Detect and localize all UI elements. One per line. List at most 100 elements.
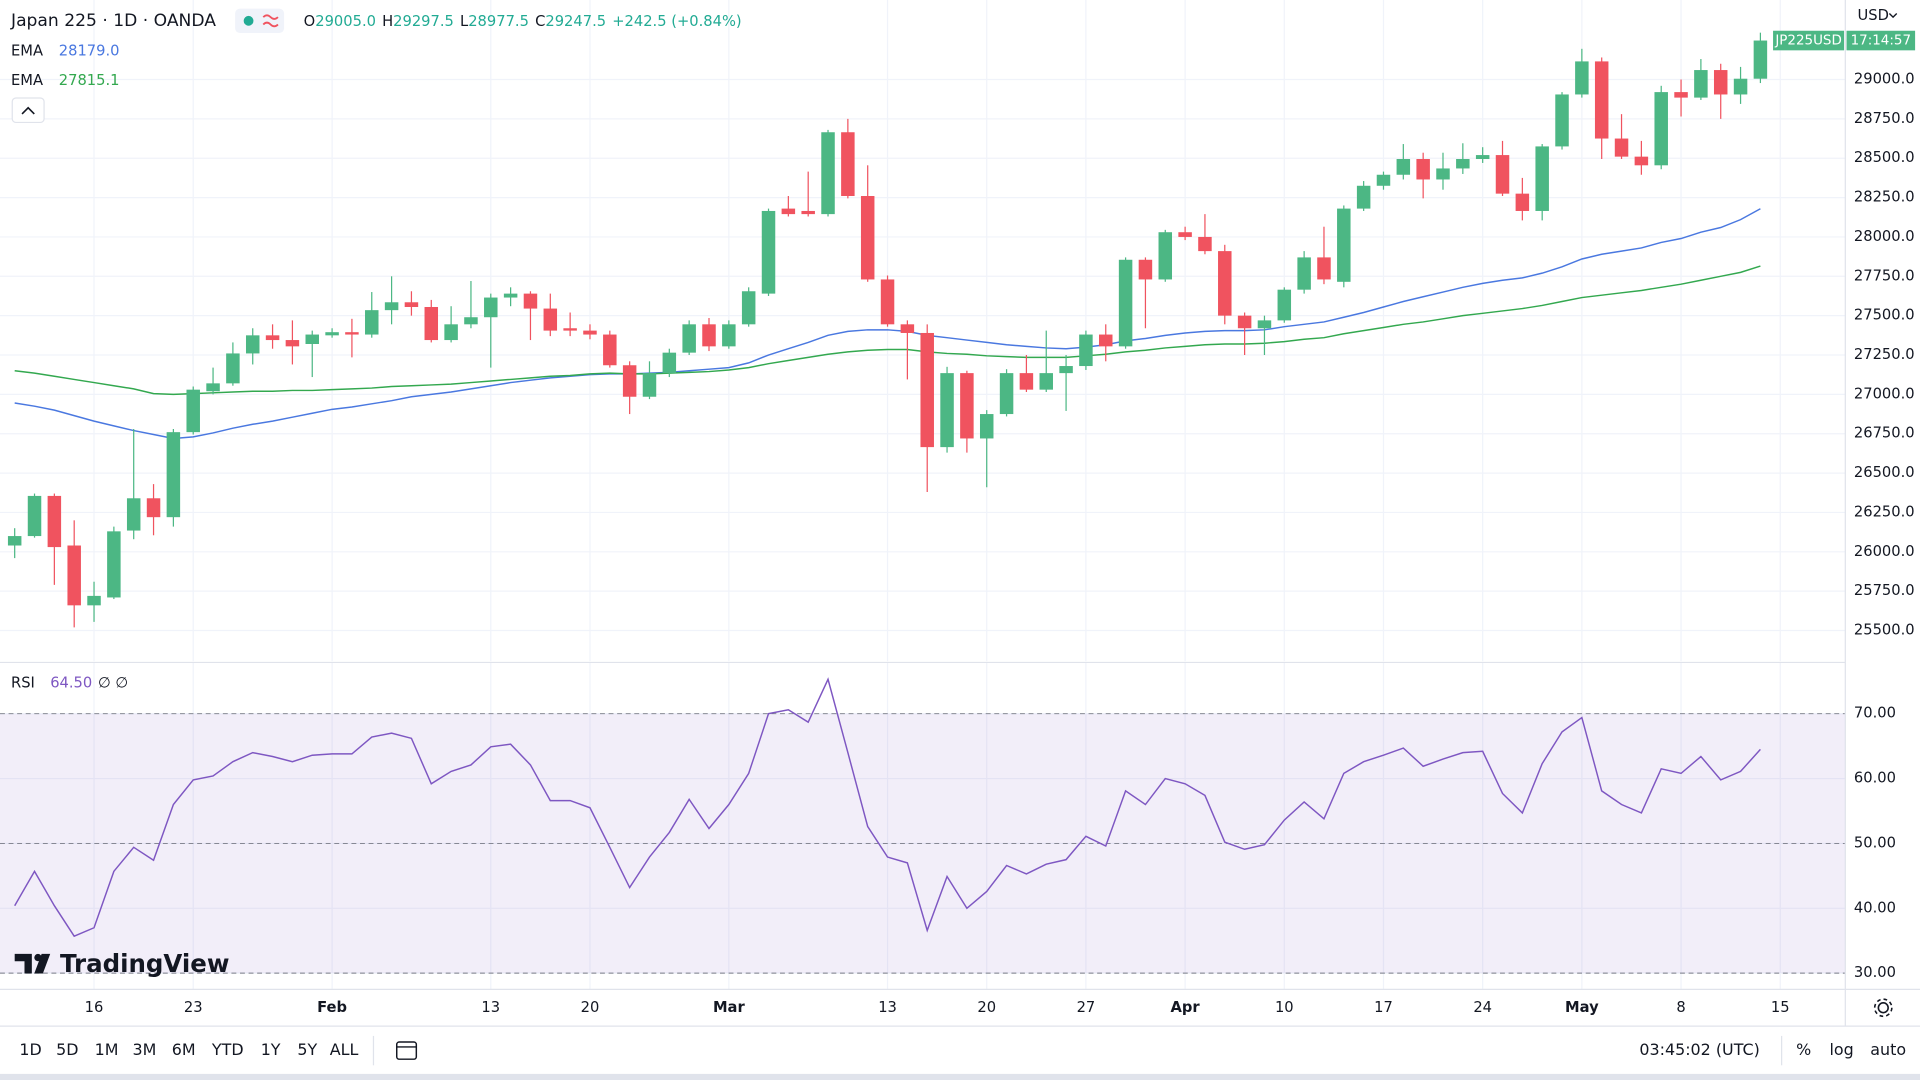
candle-body [7, 536, 22, 546]
countdown-bg [1846, 30, 1916, 51]
ohlc-key: C [535, 13, 545, 30]
candle-body [761, 210, 776, 294]
candle-body [781, 208, 796, 215]
candle-body [1158, 232, 1173, 280]
y-tick-label: 28750.0 [1854, 110, 1915, 127]
range-button[interactable]: 1Y [261, 1040, 281, 1059]
candle-body [1277, 289, 1292, 321]
candle-body [821, 132, 835, 215]
x-tick-label: Mar [713, 999, 746, 1016]
chevron-up [21, 106, 35, 115]
y-tick-label: 27500.0 [1854, 307, 1915, 324]
candle-body [47, 495, 62, 548]
market-open-dot [243, 15, 254, 26]
candle-body [1436, 168, 1450, 180]
candle-body [305, 334, 319, 344]
y-tick-label: 29000.0 [1854, 71, 1915, 88]
x-tick-label: 15 [1771, 999, 1790, 1016]
ema-name: EMA [11, 72, 43, 89]
candle-body [1237, 315, 1252, 329]
candle-body [1694, 70, 1708, 98]
candle-body [1733, 78, 1748, 95]
candle-body [1535, 146, 1549, 211]
candle-body [960, 373, 974, 439]
range-button[interactable]: 3M [133, 1040, 157, 1059]
candle-body [424, 306, 439, 341]
candle-body [226, 353, 240, 384]
candle-body [1317, 257, 1331, 280]
currency[interactable]: USD [1858, 7, 1889, 24]
candle-body [345, 332, 359, 335]
symbol-title[interactable]: Japan 225 · 1D · OANDA [10, 11, 216, 31]
candle-body [940, 373, 954, 448]
scale-option[interactable]: log [1830, 1040, 1854, 1059]
brand: TradingView [60, 949, 230, 978]
y-tick-label: 26250.0 [1854, 503, 1915, 520]
x-tick-label: Apr [1171, 999, 1201, 1016]
candle-body [1059, 366, 1073, 374]
range-button[interactable]: ALL [330, 1040, 359, 1059]
candle-body [642, 373, 657, 397]
rsi-tick-label: 60.00 [1854, 770, 1896, 787]
candle-body [285, 340, 300, 347]
candle-body [1337, 208, 1351, 282]
x-tick-label: 16 [85, 999, 104, 1016]
candle-body [543, 308, 558, 331]
rsi-line [14, 677, 1761, 938]
x-tick-label: 20 [977, 999, 996, 1016]
candle-body [1713, 70, 1728, 95]
candle-body [1495, 155, 1510, 194]
y-tick-label: 25500.0 [1854, 622, 1915, 639]
ohlc-key: O [304, 13, 316, 30]
range-button[interactable]: 5Y [297, 1040, 317, 1059]
symbol-tag-bg [1773, 30, 1845, 51]
candle-body [999, 373, 1014, 415]
candle-body [841, 132, 855, 197]
x-tick-label: Feb [317, 999, 347, 1016]
range-button[interactable]: YTD [211, 1040, 244, 1059]
candle-body [365, 310, 379, 335]
y-tick-label: 26500.0 [1854, 464, 1915, 481]
candle-body [1099, 334, 1113, 347]
gear-teeth [1873, 998, 1893, 1018]
scale-option[interactable]: auto [1870, 1040, 1906, 1059]
ohlc-value: 29247.5 [545, 13, 606, 30]
range-button[interactable]: 1D [19, 1040, 41, 1059]
date-range-button[interactable] [396, 1041, 418, 1060]
y-tick-label: 28000.0 [1854, 228, 1915, 245]
logo-dot [34, 953, 42, 962]
collapse-button[interactable] [11, 97, 45, 124]
candle-body [682, 324, 696, 353]
candle-body [1118, 259, 1133, 347]
y-tick-label: 27000.0 [1854, 385, 1915, 402]
x-tick-label: 27 [1077, 999, 1096, 1016]
candle-body [146, 498, 161, 518]
status-badge[interactable] [235, 8, 285, 34]
y-tick-label: 27750.0 [1854, 267, 1915, 284]
range-button[interactable]: 5D [56, 1040, 78, 1059]
change: +242.5 (+0.84%) [612, 13, 741, 30]
ema-name: EMA [11, 42, 43, 59]
candle-body [880, 279, 895, 325]
chevron-down [1888, 12, 1898, 19]
candle-body [107, 531, 121, 598]
candle-body [583, 330, 597, 335]
candle-body [622, 365, 637, 397]
candle-body [1138, 259, 1153, 280]
y-tick-label: 28250.0 [1854, 189, 1915, 206]
ema-line [14, 265, 1761, 396]
candle-body [1376, 174, 1391, 186]
ohlc-value: 29297.5 [393, 13, 454, 30]
x-tick-label: 20 [581, 999, 600, 1016]
clock[interactable]: 03:45:02 (UTC) [1639, 1040, 1759, 1059]
candle-body [444, 324, 458, 341]
candle-body [741, 291, 756, 325]
settings-button[interactable] [1873, 998, 1893, 1018]
range-button[interactable]: 1M [95, 1040, 119, 1059]
scale-option[interactable]: % [1796, 1040, 1811, 1059]
range-button[interactable]: 6M [172, 1040, 196, 1059]
x-tick-label: 8 [1676, 999, 1685, 1016]
candle-body [1039, 373, 1053, 390]
gear-hub [1877, 1002, 1889, 1014]
x-tick-label: 13 [878, 999, 897, 1016]
